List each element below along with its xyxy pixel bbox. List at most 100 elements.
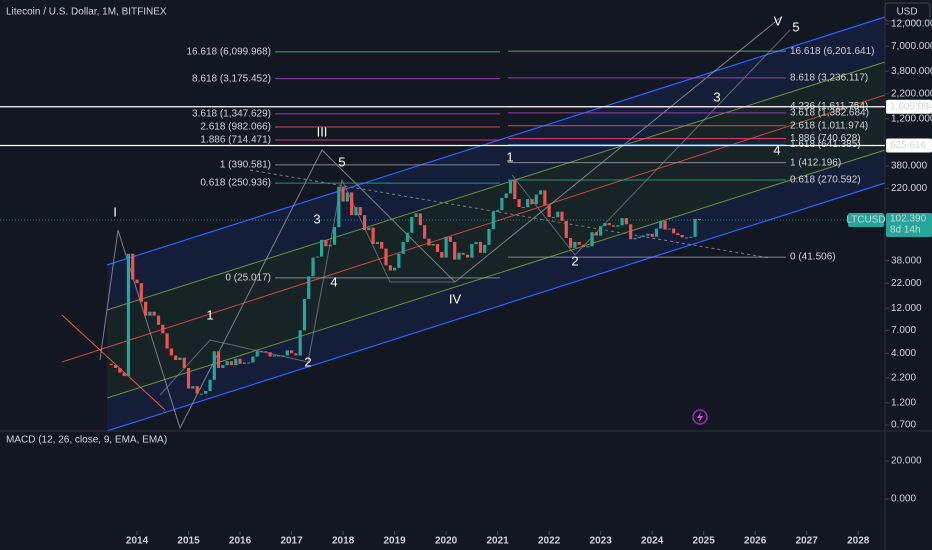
candle [307,276,311,299]
y-tick-label: 2,200.000 [891,88,932,99]
candle [633,238,637,240]
x-tick-label: 2026 [744,536,767,547]
candle [603,223,607,227]
candle [530,199,534,205]
candle [474,241,478,245]
candle [538,190,543,195]
candle [259,351,264,353]
x-tick-label: 2023 [590,536,613,547]
wave-label: V [774,13,783,28]
wave-path [159,178,455,396]
candle [508,180,513,194]
x-tick-label: 2014 [126,536,149,547]
candle [491,211,495,230]
candle [285,350,289,356]
candle [453,241,457,260]
wave-label: 5 [792,19,799,34]
candle [298,330,302,356]
x-tick-label: 2015 [177,536,200,547]
fib-label: 0.618 (270.592) [790,175,861,186]
candle [350,192,354,216]
candle [448,236,452,242]
candle [414,213,418,217]
x-tick-label: 2017 [280,536,303,547]
candle [354,207,358,216]
y-tick-label: 12,000.000 [891,19,932,30]
candle [672,228,676,234]
candle [667,228,671,230]
channel-line [106,149,886,399]
event-icon[interactable] [692,409,708,425]
countdown-label: 8d 14h [890,225,921,236]
x-tick-label: 2020 [435,536,458,547]
fib-label: 3.618 (1,347.629) [192,109,271,120]
candle [165,333,169,349]
candle [564,220,568,239]
candle [277,355,281,357]
candle [212,351,216,380]
candle [534,194,538,205]
fib-label: 3.618 (1,382.684) [790,108,869,119]
candle [345,192,349,202]
candle [611,225,616,227]
fib-label: 8.618 (3,175.452) [192,73,271,84]
candle [646,233,650,236]
x-tick-label: 2021 [486,536,509,547]
price-badge-label: 1,605.094 [890,101,932,112]
fib-label: 1.618 (641.385) [790,139,861,150]
candle [405,232,410,242]
candle [131,253,135,280]
candle [289,350,294,354]
y-tick-label: 38.000 [891,255,922,266]
x-tick-label: 2019 [383,536,406,547]
fib-label: 8.618 (3,236.117) [790,73,868,84]
fib-label: 2.618 (1,011.974) [790,120,868,131]
candle [573,241,577,248]
candle [547,205,551,217]
event-icon-bolt[interactable] [697,412,703,422]
candle [216,351,221,368]
candle [161,324,165,334]
candle [676,233,680,235]
wave-label: III [317,124,328,139]
currency-badge[interactable] [884,2,931,22]
candle [341,186,345,202]
candle [513,180,517,200]
channel-line [106,61,886,311]
macd-y-tick-label: 20.000 [891,456,922,467]
candle [684,237,689,239]
candle [199,393,204,395]
candle [607,223,611,226]
candle [526,199,530,208]
candle [186,367,191,389]
candle [144,301,148,316]
candle [465,254,470,258]
candle [229,361,234,366]
candle [362,215,367,231]
candle [302,298,307,331]
guide-line [61,314,166,411]
candle [504,193,508,198]
candle [556,211,560,217]
wave-label: 4 [773,142,780,157]
currency[interactable]: USD [896,7,917,18]
channel-line [106,182,886,432]
wave-label: I [113,204,117,219]
candle [543,190,547,206]
x-tick-label: 2022 [538,536,561,547]
candle [204,391,208,394]
y-tick-label: 7,000.000 [891,41,932,52]
candle [594,232,598,236]
y-tick-label: 3,800.000 [891,66,932,77]
price-badge-label: 625.616 [890,140,927,151]
candle [620,218,624,226]
candle [319,239,324,257]
candle [689,236,693,238]
candle [397,253,401,268]
candle [242,362,246,364]
y-tick-label: 12.000 [891,303,922,314]
wave-path [99,17,781,430]
candle [500,197,504,211]
candle [423,225,427,239]
